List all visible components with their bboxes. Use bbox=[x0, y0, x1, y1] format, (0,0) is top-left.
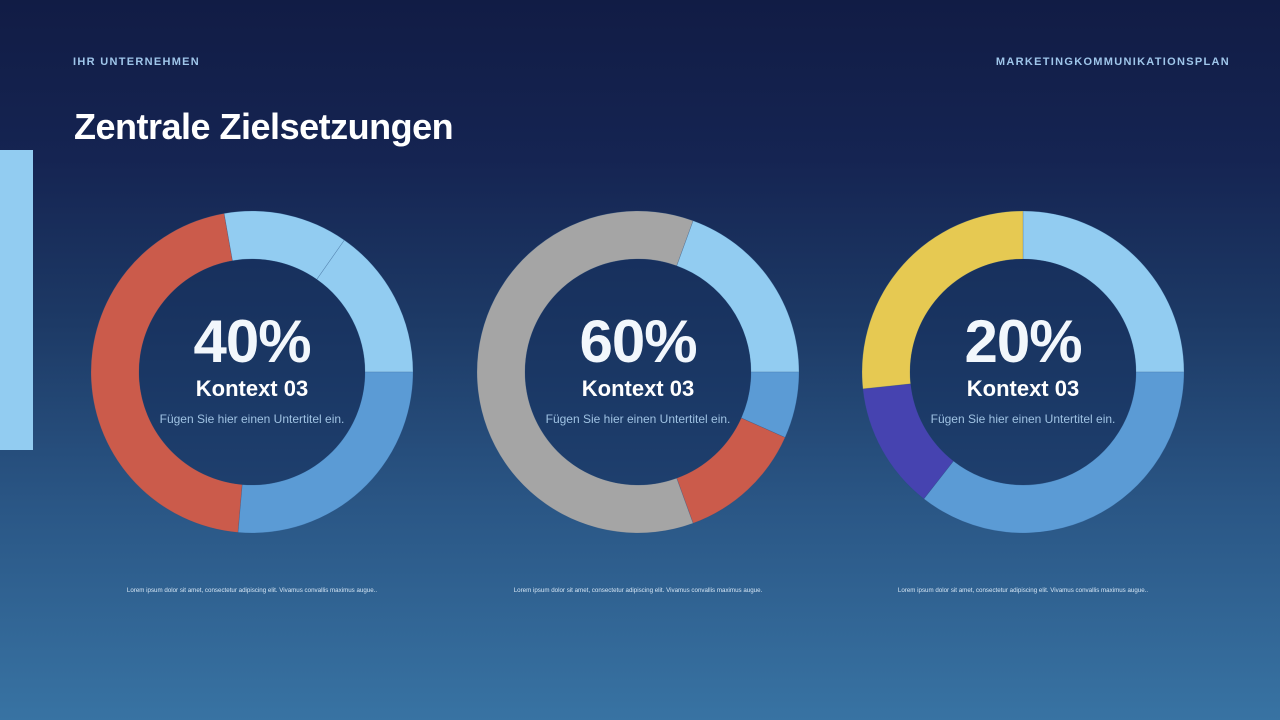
donut-card-1: 40% Kontext 03 Fügen Sie hier einen Unte… bbox=[90, 210, 414, 610]
document-label: MARKETINGKOMMUNIKATIONSPLAN bbox=[995, 56, 1230, 68]
donut-segment bbox=[861, 210, 1024, 390]
context-label: Kontext 03 bbox=[581, 376, 695, 401]
donut-card-2: 60% Kontext 03 Fügen Sie hier einen Unte… bbox=[476, 210, 800, 610]
subtitle-text: Fügen Sie hier einen Untertitel ein. bbox=[545, 412, 731, 426]
page-title: Zentrale Zielsetzungen bbox=[74, 106, 454, 147]
donut-card-3: 20% Kontext 03 Fügen Sie hier einen Unte… bbox=[861, 210, 1185, 610]
percent-value: 20% bbox=[964, 308, 1082, 375]
context-label: Kontext 03 bbox=[966, 376, 1080, 401]
donut-hole bbox=[910, 259, 1136, 485]
company-label: IHR UNTERNEHMEN bbox=[73, 56, 201, 68]
subtitle-text: Fügen Sie hier einen Untertitel ein. bbox=[930, 412, 1116, 426]
percent-value: 60% bbox=[579, 308, 697, 375]
caption-text: Lorem ipsum dolor sit amet, consectetur … bbox=[897, 587, 1149, 594]
caption-text: Lorem ipsum dolor sit amet, consectetur … bbox=[126, 587, 378, 594]
accent-bar bbox=[0, 150, 33, 450]
donut-chart-2 bbox=[476, 210, 800, 534]
donut-hole bbox=[525, 259, 751, 485]
caption-text: Lorem ipsum dolor sit amet, consectetur … bbox=[513, 587, 763, 594]
percent-value: 40% bbox=[193, 308, 311, 375]
donut-chart-1 bbox=[90, 210, 414, 534]
subtitle-text: Fügen Sie hier einen Untertitel ein. bbox=[159, 412, 345, 426]
donut-chart-3 bbox=[861, 210, 1185, 534]
donut-hole bbox=[139, 259, 365, 485]
context-label: Kontext 03 bbox=[195, 376, 309, 401]
donut-segment bbox=[476, 210, 694, 534]
